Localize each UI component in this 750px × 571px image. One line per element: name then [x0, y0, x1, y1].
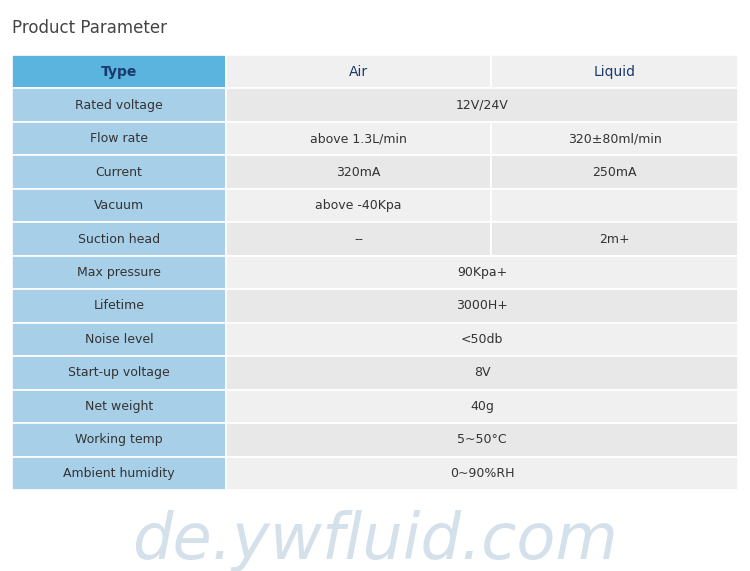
Text: --: --	[354, 232, 363, 246]
Text: Vacuum: Vacuum	[94, 199, 144, 212]
Text: above 1.3L/min: above 1.3L/min	[310, 132, 407, 145]
Text: Working temp: Working temp	[75, 433, 163, 447]
Bar	[12, 323, 226, 356]
Text: Start-up voltage: Start-up voltage	[68, 367, 170, 379]
Text: Current: Current	[96, 166, 142, 179]
Bar	[12, 423, 226, 457]
Text: 12V/24V: 12V/24V	[456, 99, 509, 112]
Bar	[12, 155, 226, 189]
Bar	[12, 89, 226, 122]
Bar	[12, 256, 226, 289]
Text: Lifetime: Lifetime	[94, 299, 145, 312]
Text: 5~50°C: 5~50°C	[458, 433, 507, 447]
Bar	[491, 222, 738, 256]
Bar	[491, 189, 738, 222]
Bar	[226, 155, 491, 189]
Bar	[226, 89, 738, 122]
Bar	[226, 323, 738, 356]
Bar	[12, 222, 226, 256]
Text: 320±80ml/min: 320±80ml/min	[568, 132, 662, 145]
Text: de.ywfluid.com: de.ywfluid.com	[132, 509, 618, 571]
Text: Type: Type	[101, 65, 137, 79]
Text: above -40Kpa: above -40Kpa	[316, 199, 402, 212]
Text: Suction head: Suction head	[78, 232, 160, 246]
Bar	[226, 289, 738, 323]
Text: Liquid: Liquid	[593, 65, 635, 79]
Text: Air: Air	[349, 65, 368, 79]
Text: 3000H+: 3000H+	[456, 299, 508, 312]
Text: 2m+: 2m+	[599, 232, 630, 246]
Bar	[12, 55, 226, 89]
Text: Net weight: Net weight	[85, 400, 153, 413]
Text: 320mA: 320mA	[337, 166, 381, 179]
Bar	[226, 122, 491, 155]
Bar	[226, 356, 738, 389]
Text: 40g: 40g	[470, 400, 494, 413]
Bar	[226, 222, 491, 256]
Bar	[226, 389, 738, 423]
Text: Max pressure: Max pressure	[77, 266, 161, 279]
Text: Noise level: Noise level	[85, 333, 154, 346]
Bar	[491, 155, 738, 189]
Text: 250mA: 250mA	[592, 166, 637, 179]
Text: Rated voltage: Rated voltage	[75, 99, 163, 112]
Bar	[226, 256, 738, 289]
Bar	[491, 55, 738, 89]
Bar	[12, 389, 226, 423]
Text: <50db: <50db	[461, 333, 503, 346]
Text: Flow rate: Flow rate	[90, 132, 148, 145]
Bar	[12, 356, 226, 389]
Text: 90Kpa+: 90Kpa+	[457, 266, 507, 279]
Bar	[226, 55, 491, 89]
Text: Product Parameter: Product Parameter	[12, 19, 167, 37]
Text: 8V: 8V	[474, 367, 490, 379]
Text: Ambient humidity: Ambient humidity	[63, 467, 175, 480]
Bar	[12, 122, 226, 155]
Bar	[12, 289, 226, 323]
Bar	[226, 189, 491, 222]
Bar	[491, 122, 738, 155]
Bar	[226, 423, 738, 457]
Bar	[226, 457, 738, 490]
Text: 0~90%RH: 0~90%RH	[450, 467, 514, 480]
Bar	[12, 189, 226, 222]
Bar	[12, 457, 226, 490]
